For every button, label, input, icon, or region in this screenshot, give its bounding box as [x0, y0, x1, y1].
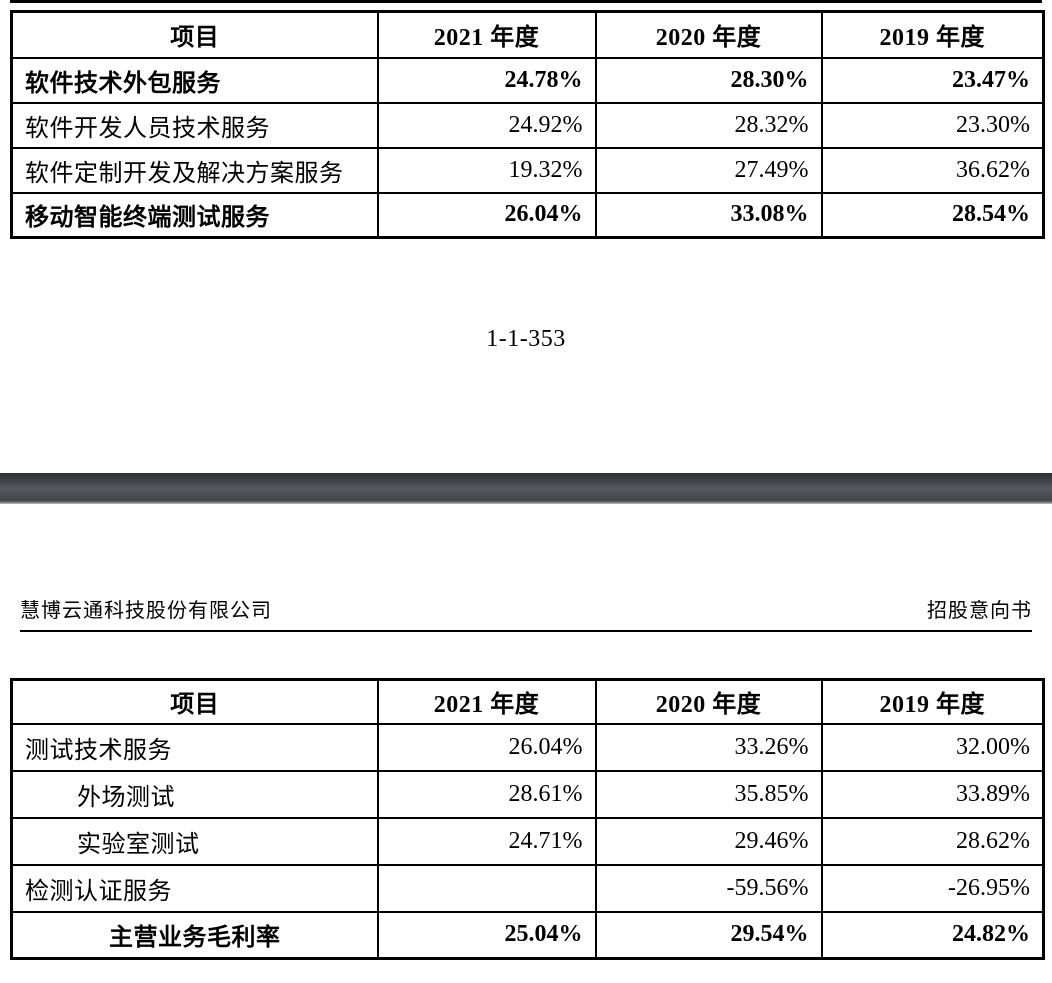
row-label-cell: 移动智能终端测试服务 [10, 191, 379, 239]
table-row: 实验室测试 24.71% 29.46% 28.62% [10, 816, 1045, 866]
value-cell: -59.56% [594, 863, 823, 913]
value-cell: 28.32% [594, 101, 823, 149]
value-cell: 24.71% [376, 816, 597, 866]
row-label-cell: 外场测试 [10, 769, 379, 819]
value-cell: 33.08% [594, 191, 823, 239]
pdf-page-separator-bar [0, 473, 1052, 504]
table-body: 软件技术外包服务 24.78% 28.30% 23.47% 软件开发人员技术服务 24.9… [10, 56, 1045, 239]
table-row: 主营业务毛利率 25.04% 29.54% 24.82% [10, 910, 1045, 960]
row-label-cell: 软件开发人员技术服务 [10, 101, 379, 149]
column-header: 2019 年度 [820, 678, 1045, 725]
header-row: 项目 2021 年度 2020 年度 2019 年度 [10, 10, 1045, 59]
column-header: 项目 [10, 10, 379, 59]
document-type-label: 招股意向书 [927, 600, 1032, 622]
column-header: 2020 年度 [594, 10, 823, 59]
value-cell: 29.54% [594, 910, 823, 960]
row-label-cell: 软件定制开发及解决方案服务 [10, 146, 379, 194]
value-cell: -26.95% [820, 863, 1045, 913]
value-cell: 28.61% [376, 769, 597, 819]
value-cell: 33.89% [820, 769, 1045, 819]
value-cell: 35.85% [594, 769, 823, 819]
value-cell: 27.49% [594, 146, 823, 194]
gross-margin-table-top: 项目 2021 年度 2020 年度 2019 年度 软件技术外包服务 24.78% 28… [10, 10, 1045, 239]
table-row: 外场测试 28.61% 35.85% 33.89% [10, 769, 1045, 819]
column-header: 项目 [10, 678, 379, 725]
table-row: 测试技术服务 26.04% 33.26% 32.00% [10, 722, 1045, 772]
table-header: 项目 2021 年度 2020 年度 2019 年度 [10, 678, 1045, 725]
column-header: 2021 年度 [376, 678, 597, 725]
value-cell: 23.47% [820, 56, 1045, 104]
value-cell: 26.04% [376, 191, 597, 239]
row-label-cell: 实验室测试 [10, 816, 379, 866]
value-cell: 25.04% [376, 910, 597, 960]
document-header: 慧博云通科技股份有限公司 招股意向书 [20, 594, 1032, 632]
row-label-cell: 主营业务毛利率 [10, 910, 379, 960]
row-label-cell: 检测认证服务 [10, 863, 379, 913]
gross-margin-table-bottom: 项目 2021 年度 2020 年度 2019 年度 测试技术服务 26.04% 33.2… [10, 678, 1045, 960]
table-row: 移动智能终端测试服务 26.04% 33.08% 28.54% [10, 191, 1045, 239]
row-label-cell: 测试技术服务 [10, 722, 379, 772]
table-row: 软件开发人员技术服务 24.92% 28.32% 23.30% [10, 101, 1045, 149]
table-row: 软件技术外包服务 24.78% 28.30% 23.47% [10, 56, 1045, 104]
value-cell [376, 863, 597, 913]
value-cell: 28.30% [594, 56, 823, 104]
page-number: 1-1-353 [486, 326, 566, 352]
table-row: 软件定制开发及解决方案服务 19.32% 27.49% 36.62% [10, 146, 1045, 194]
value-cell: 19.32% [376, 146, 597, 194]
row-label-cell: 软件技术外包服务 [10, 56, 379, 104]
table-row: 检测认证服务 -59.56% -26.95% [10, 863, 1045, 913]
previous-table-cut-edge [10, 0, 1042, 3]
value-cell: 24.92% [376, 101, 597, 149]
value-cell: 24.82% [820, 910, 1045, 960]
table-body: 测试技术服务 26.04% 33.26% 32.00% 外场测试 28.61% 35.85%… [10, 722, 1045, 960]
column-header: 2020 年度 [594, 678, 823, 725]
company-name: 慧博云通科技股份有限公司 [20, 600, 272, 622]
header-row: 项目 2021 年度 2020 年度 2019 年度 [10, 678, 1045, 725]
value-cell: 32.00% [820, 722, 1045, 772]
value-cell: 33.26% [594, 722, 823, 772]
column-header: 2019 年度 [820, 10, 1045, 59]
value-cell: 24.78% [376, 56, 597, 104]
value-cell: 23.30% [820, 101, 1045, 149]
value-cell: 36.62% [820, 146, 1045, 194]
value-cell: 28.54% [820, 191, 1045, 239]
value-cell: 28.62% [820, 816, 1045, 866]
value-cell: 26.04% [376, 722, 597, 772]
value-cell: 29.46% [594, 816, 823, 866]
table-header: 项目 2021 年度 2020 年度 2019 年度 [10, 10, 1045, 59]
column-header: 2021 年度 [376, 10, 597, 59]
